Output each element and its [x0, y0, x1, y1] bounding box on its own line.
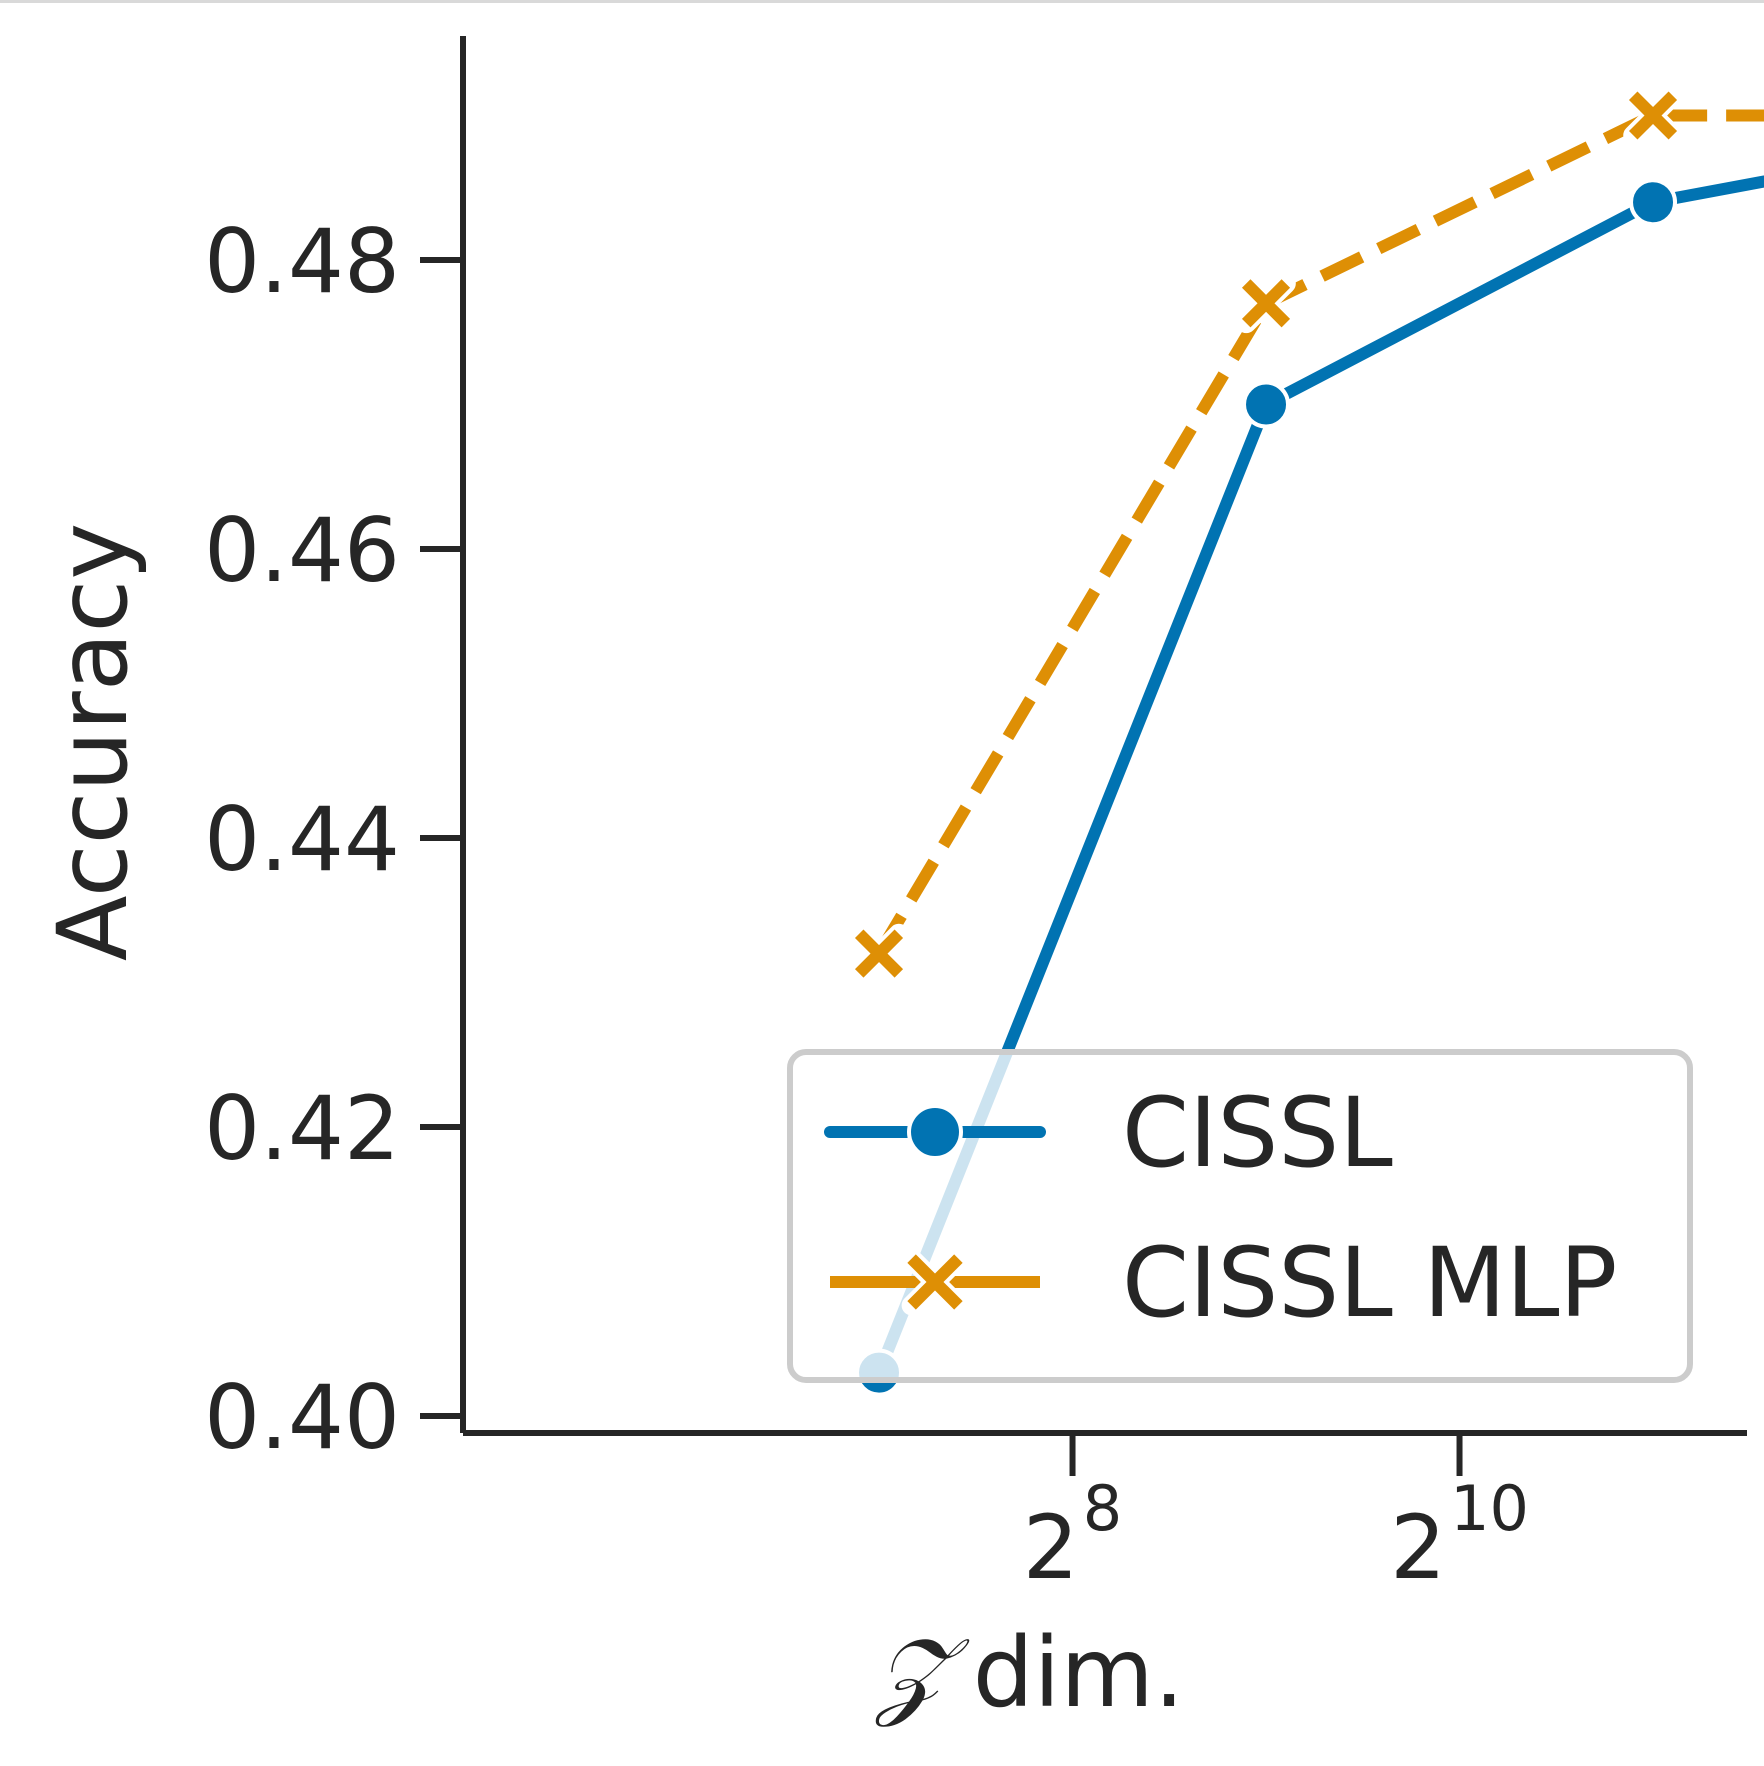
legend-marker — [907, 1104, 963, 1160]
y-axis-label: Accuracy — [37, 523, 149, 961]
y-ticks: 0.40 0.42 0.44 0.46 0.48 — [204, 210, 463, 1469]
legend-label: CISSL MLP — [1122, 1227, 1617, 1339]
x-axis-label: 𝒵 dim. — [874, 1617, 1185, 1729]
series-line-cissl — [873, 175, 1764, 1379]
x-axis-label-text: dim. — [973, 1617, 1185, 1729]
x-tick-base: 2 — [1390, 1496, 1446, 1599]
y-tick-label: 0.44 — [204, 788, 400, 891]
x-tick-label: 28 — [1023, 1472, 1122, 1599]
legend-label: CISSL — [1122, 1077, 1393, 1189]
x-tick-exponent: 10 — [1450, 1472, 1529, 1545]
data-point-cissl-mlp — [1236, 273, 1296, 334]
x-tick-label: 210 — [1390, 1472, 1529, 1599]
legend: CISSL CISSL MLP — [787, 1049, 1693, 1383]
y-tick-label: 0.40 — [204, 1366, 400, 1469]
x-tick-exponent: 8 — [1083, 1472, 1122, 1545]
data-point-cissl-mlp — [1623, 85, 1683, 146]
y-tick-label: 0.46 — [204, 499, 400, 602]
x-axis-label-symbol: 𝒵 — [874, 1617, 971, 1729]
series-line-cissl-mlp — [873, 109, 1764, 957]
legend-entries: CISSL CISSL MLP — [824, 1077, 1617, 1339]
data-point-cissl — [1629, 178, 1678, 227]
data-point-cissl-mlp — [849, 923, 909, 984]
legend-marker — [901, 1248, 969, 1316]
y-tick-label: 0.42 — [204, 1077, 400, 1180]
top-border — [0, 0, 1764, 3]
series-layer — [849, 85, 1764, 1397]
x-tick-base: 2 — [1023, 1496, 1079, 1599]
data-point-cissl — [1242, 380, 1291, 429]
x-ticks: 28210212 — [1023, 1433, 1529, 1599]
y-tick-label: 0.48 — [204, 210, 400, 313]
